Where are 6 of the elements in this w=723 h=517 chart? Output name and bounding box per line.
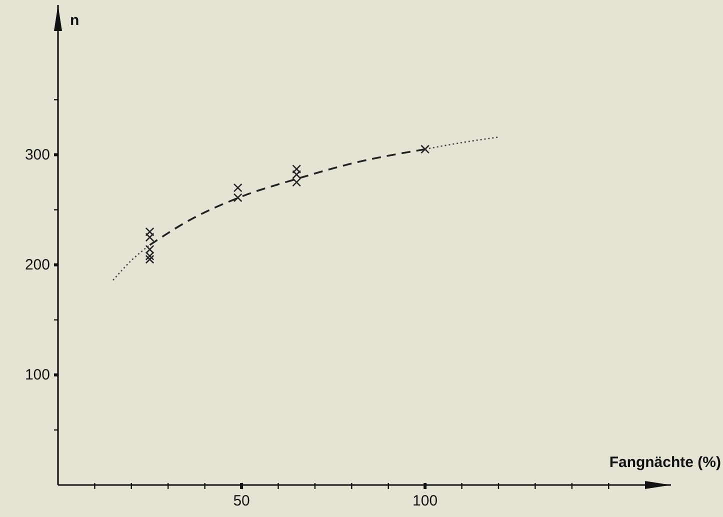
y-tick-label: 200 <box>24 256 50 274</box>
x-axis-title: Fangnächte (%) <box>609 454 721 471</box>
y-axis-title: n <box>70 12 80 29</box>
y-tick-label: 100 <box>24 366 50 384</box>
y-tick-label: 300 <box>24 146 50 164</box>
x-tick-label: 50 <box>233 492 250 510</box>
